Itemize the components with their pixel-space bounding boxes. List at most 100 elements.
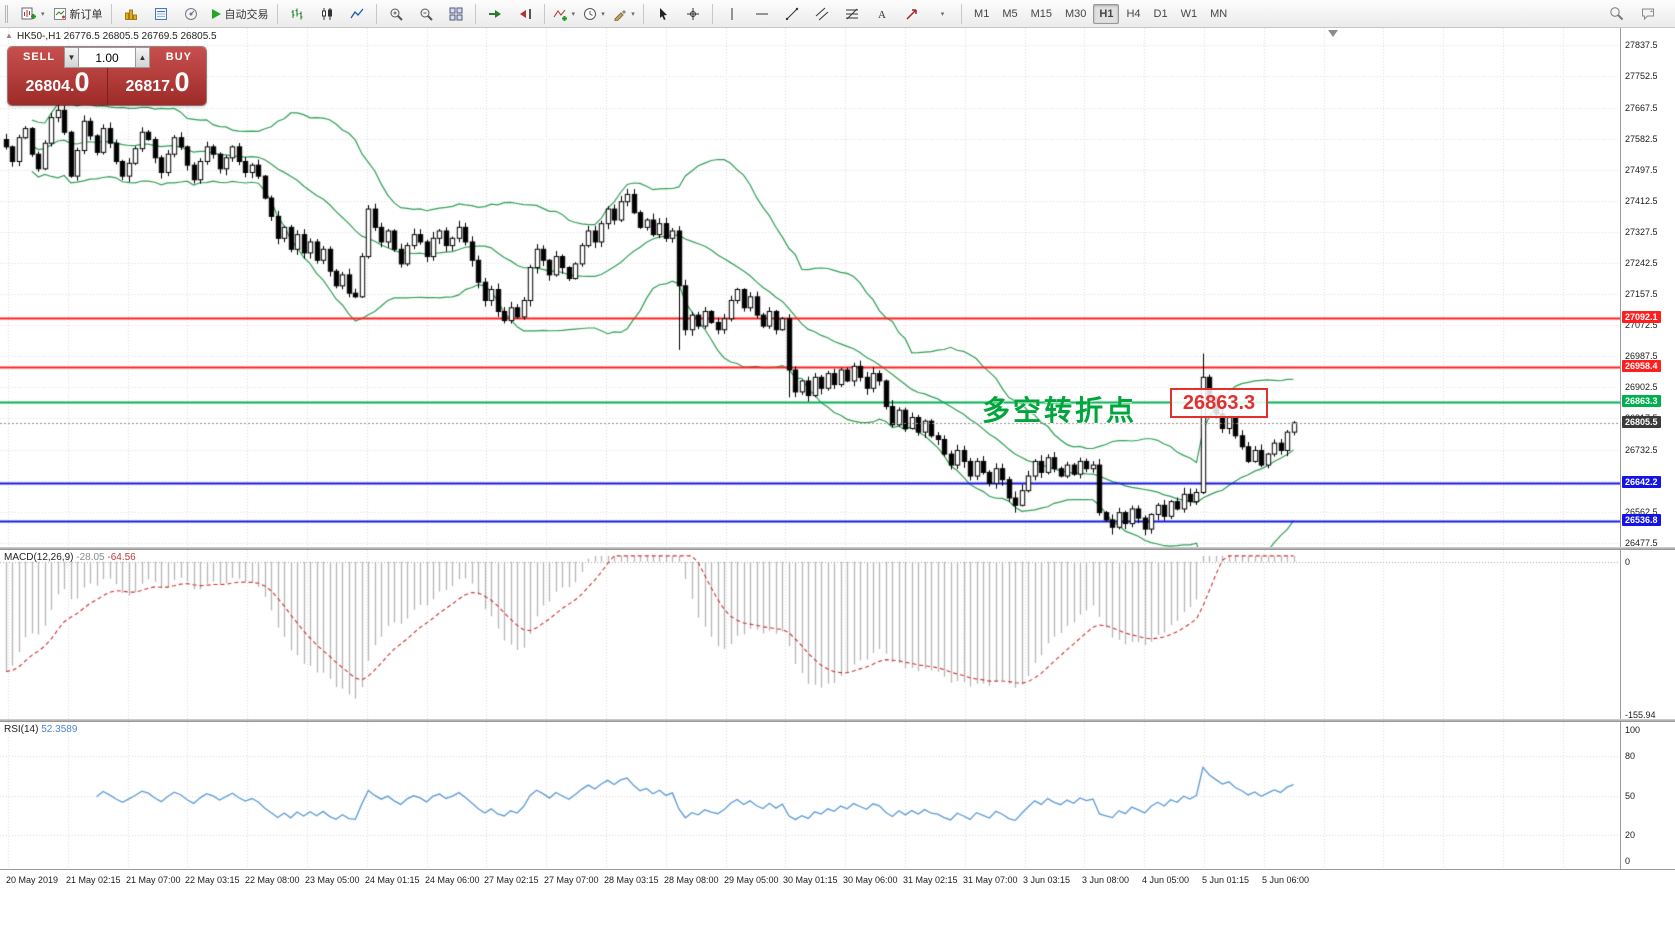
timeframe-button-m30[interactable]: M30 <box>1059 4 1092 24</box>
bar-chart-icon[interactable] <box>282 2 312 26</box>
timeframe-button-m1[interactable]: M1 <box>968 4 995 24</box>
market-watch-icon[interactable] <box>116 2 146 26</box>
new-order-button[interactable]: 新订单 <box>49 3 107 25</box>
price-level-badge: 26536.8 <box>1622 514 1661 526</box>
price-axis-label: 26987.5 <box>1625 351 1658 361</box>
price-axis-label: 26732.5 <box>1625 445 1658 455</box>
autotrading-button[interactable]: 自动交易 <box>206 3 273 25</box>
templates-icon[interactable]: ▾ <box>609 2 639 26</box>
time-axis-label: 24 May 01:15 <box>365 875 420 885</box>
vertical-line-tool-icon[interactable] <box>717 2 747 26</box>
channel-tool-icon[interactable] <box>807 2 837 26</box>
price-axis-label: 27072.5 <box>1625 320 1658 330</box>
price-axis-label: 27837.5 <box>1625 40 1658 50</box>
time-axis-label: 30 May 01:15 <box>783 875 838 885</box>
buy-label: BUY <box>165 51 192 63</box>
time-axis-label: 3 Jun 08:00 <box>1082 875 1130 885</box>
new-order-label: 新订单 <box>69 8 103 21</box>
sell-price: 26804.0 <box>25 67 90 97</box>
price-axis-label: 100 <box>1625 725 1641 735</box>
timeframe-button-h1[interactable]: H1 <box>1093 3 1120 24</box>
price-axis-label: 0 <box>1625 557 1631 567</box>
volume-decrease-button[interactable]: ▼ <box>64 47 79 68</box>
timeframe-button-d1[interactable]: D1 <box>1148 4 1174 24</box>
price-axis-label: 26562.5 <box>1625 507 1658 517</box>
time-axis-label: 28 May 03:15 <box>604 875 659 885</box>
price-level-badge: 26958.4 <box>1622 360 1661 372</box>
toolbar-separator <box>110 3 112 24</box>
dropdown-caret-icon: ▾ <box>940 10 945 18</box>
dropdown-caret-icon: ▾ <box>631 10 635 18</box>
panel-separator[interactable] <box>0 719 1675 722</box>
data-window-icon[interactable] <box>146 2 176 26</box>
rsi-label: RSI(14) 52.3589 <box>4 724 77 735</box>
current-price-badge: 26805.5 <box>1622 416 1661 428</box>
timeframe-button-mn[interactable]: MN <box>1204 4 1233 24</box>
time-axis-label: 22 May 08:00 <box>245 875 300 885</box>
time-axis-label: 27 May 07:00 <box>544 875 599 885</box>
time-axis-label: 21 May 02:15 <box>66 875 121 885</box>
timeframe-button-m5[interactable]: M5 <box>996 4 1023 24</box>
zoom-out-icon[interactable] <box>411 2 441 26</box>
dropdown-caret-icon: ▾ <box>571 10 576 18</box>
text-tool-icon[interactable]: A <box>867 2 897 26</box>
time-axis-label: 31 May 07:00 <box>963 875 1018 885</box>
time-axis-label: 5 Jun 01:15 <box>1202 875 1250 885</box>
price-axis-label: 27582.5 <box>1625 134 1658 144</box>
volume-control: ▼ ▲ <box>64 47 150 68</box>
timeframe-toolbar: M1 M5 M15 M30 H1 H4 D1 W1 MN <box>968 3 1233 24</box>
volume-input[interactable] <box>79 47 135 68</box>
chart-shift-icon[interactable] <box>510 2 540 26</box>
indicators-icon[interactable]: ▾ <box>549 2 580 26</box>
cursor-icon[interactable] <box>648 2 678 26</box>
time-axis-label: 31 May 02:15 <box>903 875 958 885</box>
timeframe-button-h4[interactable]: H4 <box>1120 4 1146 24</box>
trendline-tool-icon[interactable] <box>777 2 807 26</box>
macd-main-value: -28.05 <box>76 552 105 563</box>
timeframe-button-w1[interactable]: W1 <box>1175 4 1204 24</box>
price-axis[interactable]: 27837.5 27752.5 27667.5 27582.5 27497.5 27412… <box>1620 28 1675 869</box>
time-axis-label: 21 May 07:00 <box>126 875 181 885</box>
timeframe-button-m15[interactable]: M15 <box>1025 4 1058 24</box>
tile-windows-icon[interactable] <box>441 2 471 26</box>
zoom-in-icon[interactable] <box>381 2 411 26</box>
shapes-dropdown-icon[interactable]: ▾ <box>927 2 957 26</box>
toolbar-separator <box>643 3 645 24</box>
dropdown-caret-icon: ▾ <box>41 10 45 18</box>
chart-annotation-text[interactable]: 多空转折点 <box>982 396 1138 427</box>
svg-text:A: A <box>878 9 886 21</box>
line-chart-icon[interactable] <box>342 2 372 26</box>
new-chart-icon[interactable]: ▾ <box>17 2 49 26</box>
toolbar-separator <box>375 3 377 24</box>
price-chart-canvas[interactable] <box>0 28 1620 547</box>
autotrading-label: 自动交易 <box>224 8 269 21</box>
arrow-tool-icon[interactable] <box>897 2 927 26</box>
search-icon[interactable] <box>1601 2 1631 26</box>
buy-price: 26817.0 <box>125 67 190 97</box>
time-axis-label: 27 May 02:15 <box>484 875 539 885</box>
fibonacci-tool-icon[interactable] <box>837 2 867 26</box>
community-chat-icon[interactable] <box>1633 2 1663 26</box>
rsi-panel-canvas[interactable] <box>0 722 1620 869</box>
auto-scroll-icon[interactable] <box>480 2 510 26</box>
time-axis[interactable]: 20 May 2019 21 May 02:15 21 May 07:00 22 Ma… <box>0 869 1675 950</box>
toolbar-separator <box>474 3 476 24</box>
panel-separator[interactable] <box>0 547 1675 550</box>
chart-shift-marker-icon[interactable] <box>1328 30 1338 37</box>
candlestick-chart-icon[interactable] <box>312 2 342 26</box>
time-axis-label: 3 Jun 03:15 <box>1023 875 1071 885</box>
macd-panel-canvas[interactable] <box>0 550 1620 719</box>
chart-annotation-price-box[interactable]: 26863.3 <box>1170 388 1268 418</box>
price-axis-label: 27497.5 <box>1625 165 1658 175</box>
strategy-tester-icon[interactable] <box>176 2 206 26</box>
price-axis-label: -155.94 <box>1625 710 1656 720</box>
toolbar-grip[interactable] <box>5 4 13 23</box>
dropdown-caret-icon: ▾ <box>601 10 605 18</box>
crosshair-icon[interactable] <box>678 2 708 26</box>
volume-increase-button[interactable]: ▲ <box>135 47 150 68</box>
periods-icon[interactable]: ▾ <box>579 2 609 26</box>
price-level-badge: 27092.1 <box>1622 311 1661 323</box>
horizontal-line-tool-icon[interactable] <box>747 2 777 26</box>
macd-signal-value: -64.56 <box>107 552 136 563</box>
one-click-collapse-icon[interactable]: ▲ <box>5 31 13 40</box>
